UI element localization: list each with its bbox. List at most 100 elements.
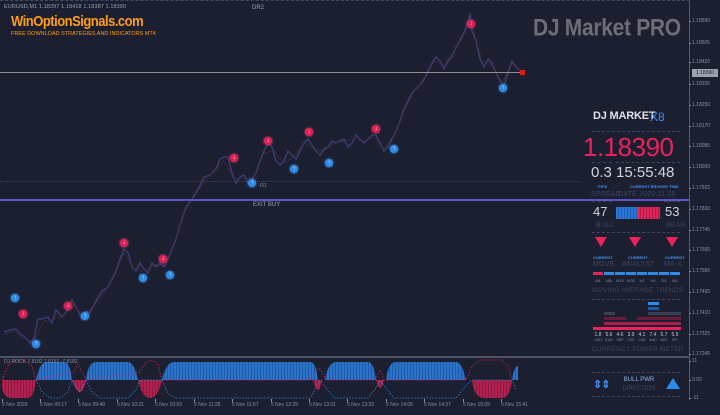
bull-power-label: BULL PWR: [623, 377, 655, 383]
price-tick: 1.17245: [688, 351, 711, 357]
r1-level-line[interactable]: [0, 181, 580, 182]
buy-arrow-icon: ↑: [248, 179, 256, 187]
divider: [592, 372, 680, 373]
price-tick: 1.18420: [688, 59, 711, 65]
brand-tagline: FREE DOWNLOAD STRATEGIES AND INDICATORS …: [11, 31, 156, 37]
price-tick: 1.18590: [688, 18, 711, 24]
ma-trend-cell: [604, 272, 614, 275]
price-axis[interactable]: 1.18590 1.18505 1.18420 1.18335 1.18250 1.181…: [688, 0, 720, 415]
product-title: DJ Market PRO: [533, 15, 681, 42]
buy-arrow-icon: ↑: [325, 159, 333, 167]
price-tick: 1.18505: [688, 40, 711, 46]
time-label: 5 Nov 15:09: [463, 399, 490, 408]
chart-area[interactable]: EURUSD,M1 1.18397 1.18418 1.18387 1.1839…: [0, 0, 690, 400]
sell-arrow-icon: ↓: [467, 20, 475, 28]
analyst-down-icon: [629, 237, 641, 247]
buy-arrow-icon: ↑: [81, 312, 89, 320]
spread-value: 0.3: [591, 164, 612, 181]
ma-timeframe-label: H4: [650, 278, 656, 283]
ma-timeframe-label: W1: [672, 278, 678, 283]
price-tick: 1.18085: [688, 143, 711, 149]
sell-arrow-icon: ↓: [230, 154, 238, 162]
analyst-tag: CURRENT: [628, 255, 648, 260]
current-price-tag: 1.18390: [692, 69, 718, 77]
price-candles: [3, 12, 521, 345]
bull-bear-bar: [616, 207, 660, 219]
ma-timeframe-label: D1: [661, 278, 667, 283]
sell-arrow-icon: ↓: [305, 128, 313, 136]
currency-meter-title: CURRENCY POWER METER: [592, 346, 684, 353]
currency-bar-chf: [626, 300, 637, 330]
time-label: 5 Nov 11:25: [194, 399, 221, 408]
currency-value: 5.6: [605, 332, 613, 338]
price-tick: 11: [688, 358, 698, 364]
price-tick: 1.18170: [688, 123, 711, 129]
dj-rock-oscillator: [1, 359, 518, 399]
sell-arrow-icon: ↓: [264, 137, 272, 145]
price-tick: 1.18335: [688, 81, 711, 87]
currency-bar-gbp: [615, 300, 626, 330]
bid-price: 1.18390: [583, 132, 674, 162]
sell-arrow-icon: ↓: [64, 302, 72, 310]
price-tick: 0.00: [689, 377, 702, 383]
time-label: 5 Nov 11:57: [232, 399, 259, 408]
ma-trend-cell: [593, 272, 603, 275]
currency-bar-aud: [648, 300, 659, 330]
time-label: 5 Nov 09:49: [78, 399, 105, 408]
broker-time: 15:55:48: [616, 164, 675, 181]
currency-bar-jpy: [670, 300, 681, 330]
bear-bar: [638, 207, 660, 219]
exit-buy-label: EXIT BUY: [253, 202, 281, 208]
price-tick: 1.18250: [688, 102, 711, 108]
time-label: 5 Nov 13:01: [309, 399, 336, 408]
ma-timeframe-label: M1: [595, 278, 601, 283]
ma-x-label: MA-X: [664, 261, 683, 268]
time-label: 5 Nov 10:21: [117, 399, 144, 408]
currency-name: AUD: [649, 338, 657, 342]
currency-value: 3.9: [627, 332, 635, 338]
time-axis[interactable]: 5 Nov 2020 5 Nov 09:17 5 Nov 09:49 5 Nov 10…: [0, 399, 690, 415]
currency-value: 5.9: [671, 332, 679, 338]
main-price-window[interactable]: EURUSD,M1 1.18397 1.18418 1.18387 1.1839…: [0, 0, 690, 354]
panel-title: DJ MARKET: [593, 110, 656, 122]
divider: [592, 201, 612, 202]
divider: [592, 299, 680, 300]
exit-buy-line[interactable]: [0, 199, 690, 201]
sell-arrow-icon: ↓: [372, 125, 380, 133]
currency-name: JPY: [671, 338, 679, 342]
direction-label: DIRECTION: [622, 386, 656, 392]
buy-arrow-icon: ↑: [11, 294, 19, 302]
currency-name: GBP: [616, 338, 624, 342]
price-tick: 1.17495: [688, 289, 711, 295]
ma-trend-cell: [648, 272, 658, 275]
divider: [592, 232, 680, 233]
bull-label: BULL: [596, 222, 615, 229]
analyst-label: ANALYST: [622, 261, 655, 268]
currency-name: NZD: [660, 338, 668, 342]
price-tick: 1.18000: [688, 164, 711, 170]
ma-trend-cell: [626, 272, 636, 275]
ma-timeframe-label: M15: [616, 278, 624, 283]
oscillator-window[interactable]: [0, 356, 690, 400]
bull-value: 47: [593, 204, 608, 219]
buy-arrow-icon: ↑: [290, 165, 298, 173]
oscillator-label: DJ ROCK 7.8182 7.8182 -7.8182: [4, 359, 78, 365]
current-price-marker: [520, 70, 525, 75]
price-tick: 1.17665: [688, 247, 711, 253]
ma-trend-cell: [615, 272, 625, 275]
sell-arrow-icon: ↓: [120, 239, 128, 247]
ma-timeframe-label: M5: [606, 278, 612, 283]
direction-up-icon: [666, 378, 680, 389]
buy-arrow-icon: ↑: [390, 145, 398, 153]
price-tick: 1.17325: [688, 331, 711, 337]
current-price-line[interactable]: [0, 72, 522, 73]
currency-bar-eur: [604, 300, 615, 330]
currency-name: CHF: [627, 338, 635, 342]
ma-trend-cell: [670, 272, 680, 275]
price-tick: 1.17915: [688, 185, 711, 191]
price-tick: 1.17410: [688, 310, 711, 316]
move-label: MOVE: [593, 261, 615, 268]
ma-timeframe-label: H1: [639, 278, 645, 283]
currency-value: 7.4: [649, 332, 657, 338]
